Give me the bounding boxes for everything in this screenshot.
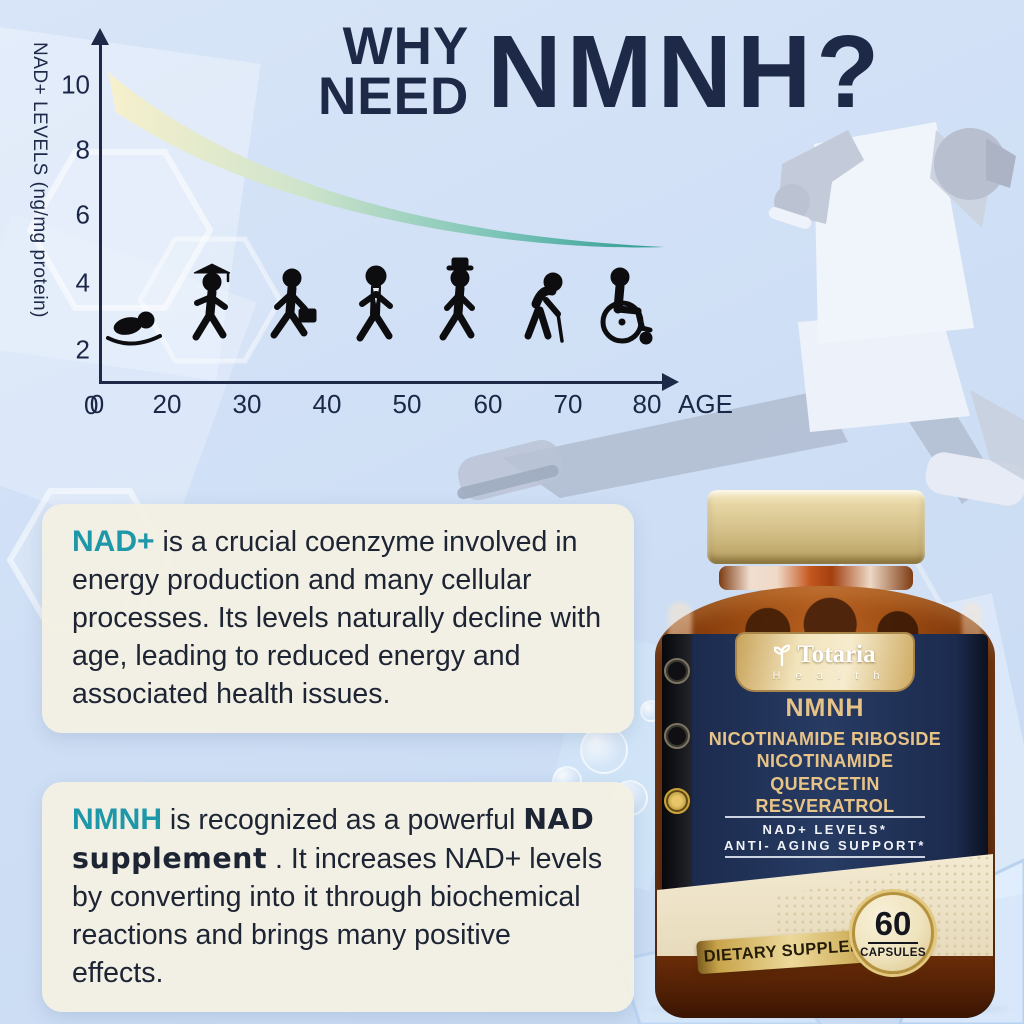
capsule-unit: CAPSULES — [860, 947, 926, 959]
ingredient-nmnh: NMNH — [785, 694, 865, 722]
brand-name: Totaria — [774, 641, 876, 668]
nad-lead-text: NAD+ — [72, 525, 155, 558]
ingredient-item: NICOTINAMIDE RIBOSIDE — [708, 729, 942, 749]
claim-anti-aging: ANTI- AGING SUPPORT* — [724, 838, 926, 854]
supplement-bottle: Totaria H e a l t h NMNH NICOTINAMIDE RI… — [655, 486, 995, 1018]
ingredient-list: NMNH NICOTINAMIDE RIBOSIDE NICOTINAMIDE … — [692, 694, 958, 817]
x-axis-title: AGE — [678, 389, 733, 419]
runner-photo — [457, 122, 1024, 506]
decline-curve — [108, 72, 664, 248]
nad-info-card: NAD+ is a crucial coenzyme involved in e… — [42, 504, 634, 734]
bottle-cap — [707, 490, 925, 564]
nmnh-rest-text: . It increases NAD+ levels by converting… — [72, 842, 603, 989]
middle-aged-hat-icon — [439, 257, 475, 341]
x-tick: 70 — [553, 389, 583, 419]
ingredient-item: RESVERATROL — [755, 795, 895, 816]
x-axis-arrow — [662, 373, 679, 391]
x-tick: 60 — [473, 389, 503, 419]
origin-tick: 0 — [84, 390, 99, 420]
ingredient-item: QUERCETIN — [770, 773, 880, 794]
sprout-icon — [774, 644, 791, 666]
x-tick: 40 — [312, 389, 342, 419]
graduate-icon — [192, 263, 231, 341]
adult-walking-icon — [356, 265, 393, 342]
y-axis-arrow — [91, 28, 109, 45]
quality-seal-icon — [664, 723, 690, 749]
brand-banner: Totaria H e a l t h — [735, 632, 915, 692]
ingredient-item: NICOTINAMIDE — [756, 751, 894, 772]
nad-body-text: is a crucial coenzyme involved in energy… — [72, 526, 602, 710]
headline: WHY NEED NMNH? — [318, 20, 884, 123]
gold-award-seal-icon — [664, 788, 690, 814]
businessman-briefcase-icon — [270, 268, 317, 339]
x-axis-line — [99, 381, 665, 384]
headline-need: NEED — [318, 66, 470, 126]
x-tick: 80 — [632, 389, 662, 419]
label-divider — [725, 816, 925, 818]
x-tick: 50 — [392, 389, 422, 419]
capsule-count: 60 — [867, 907, 919, 944]
headline-prefix: WHY NEED — [318, 17, 470, 126]
x-tick: 0 — [89, 389, 105, 419]
headline-why: WHY — [342, 17, 470, 77]
elderly-cane-icon — [524, 272, 564, 343]
y-tick: 2 — [75, 334, 90, 365]
nmnh-info-card: NMNH is recognized as a powerful NAD sup… — [42, 782, 634, 1013]
claim-nad-levels: NAD+ LEVELS* — [762, 822, 888, 837]
brand-name-text: Totaria — [797, 641, 876, 668]
label-claims: NAD+ LEVELS* ANTI- AGING SUPPORT* — [682, 822, 968, 855]
y-tick: 4 — [75, 267, 90, 298]
gmp-seal-icon — [664, 658, 690, 684]
wheelchair-senior-icon — [600, 267, 653, 345]
y-tick: 8 — [75, 134, 90, 165]
brand-subtitle: H e a l t h — [772, 670, 886, 682]
y-axis-title: NAD+ LEVELS (ng/mg protein) — [29, 42, 50, 318]
bubble-decor — [580, 726, 628, 774]
capsule-count-badge: 60 CAPSULES — [852, 892, 934, 974]
headline-nmnh: NMNH? — [487, 14, 885, 129]
life-stage-icons — [106, 257, 653, 346]
y-tick: 6 — [75, 199, 90, 230]
y-axis-line — [99, 44, 102, 384]
baby-icon — [106, 311, 162, 346]
x-tick: 20 — [152, 389, 182, 419]
nmnh-mid-text: is recognized as a powerful — [169, 804, 516, 836]
nad-supplement-strong-text: NAD supplement — [72, 803, 595, 875]
nmnh-lead-text: NMNH — [72, 803, 162, 836]
x-tick: 30 — [232, 389, 262, 419]
y-tick: 10 — [61, 69, 90, 100]
label-divider — [725, 856, 925, 858]
nad-decline-chart: NAD+ LEVELS (ng/mg protein) 10 8 6 4 2 0… — [0, 0, 780, 440]
